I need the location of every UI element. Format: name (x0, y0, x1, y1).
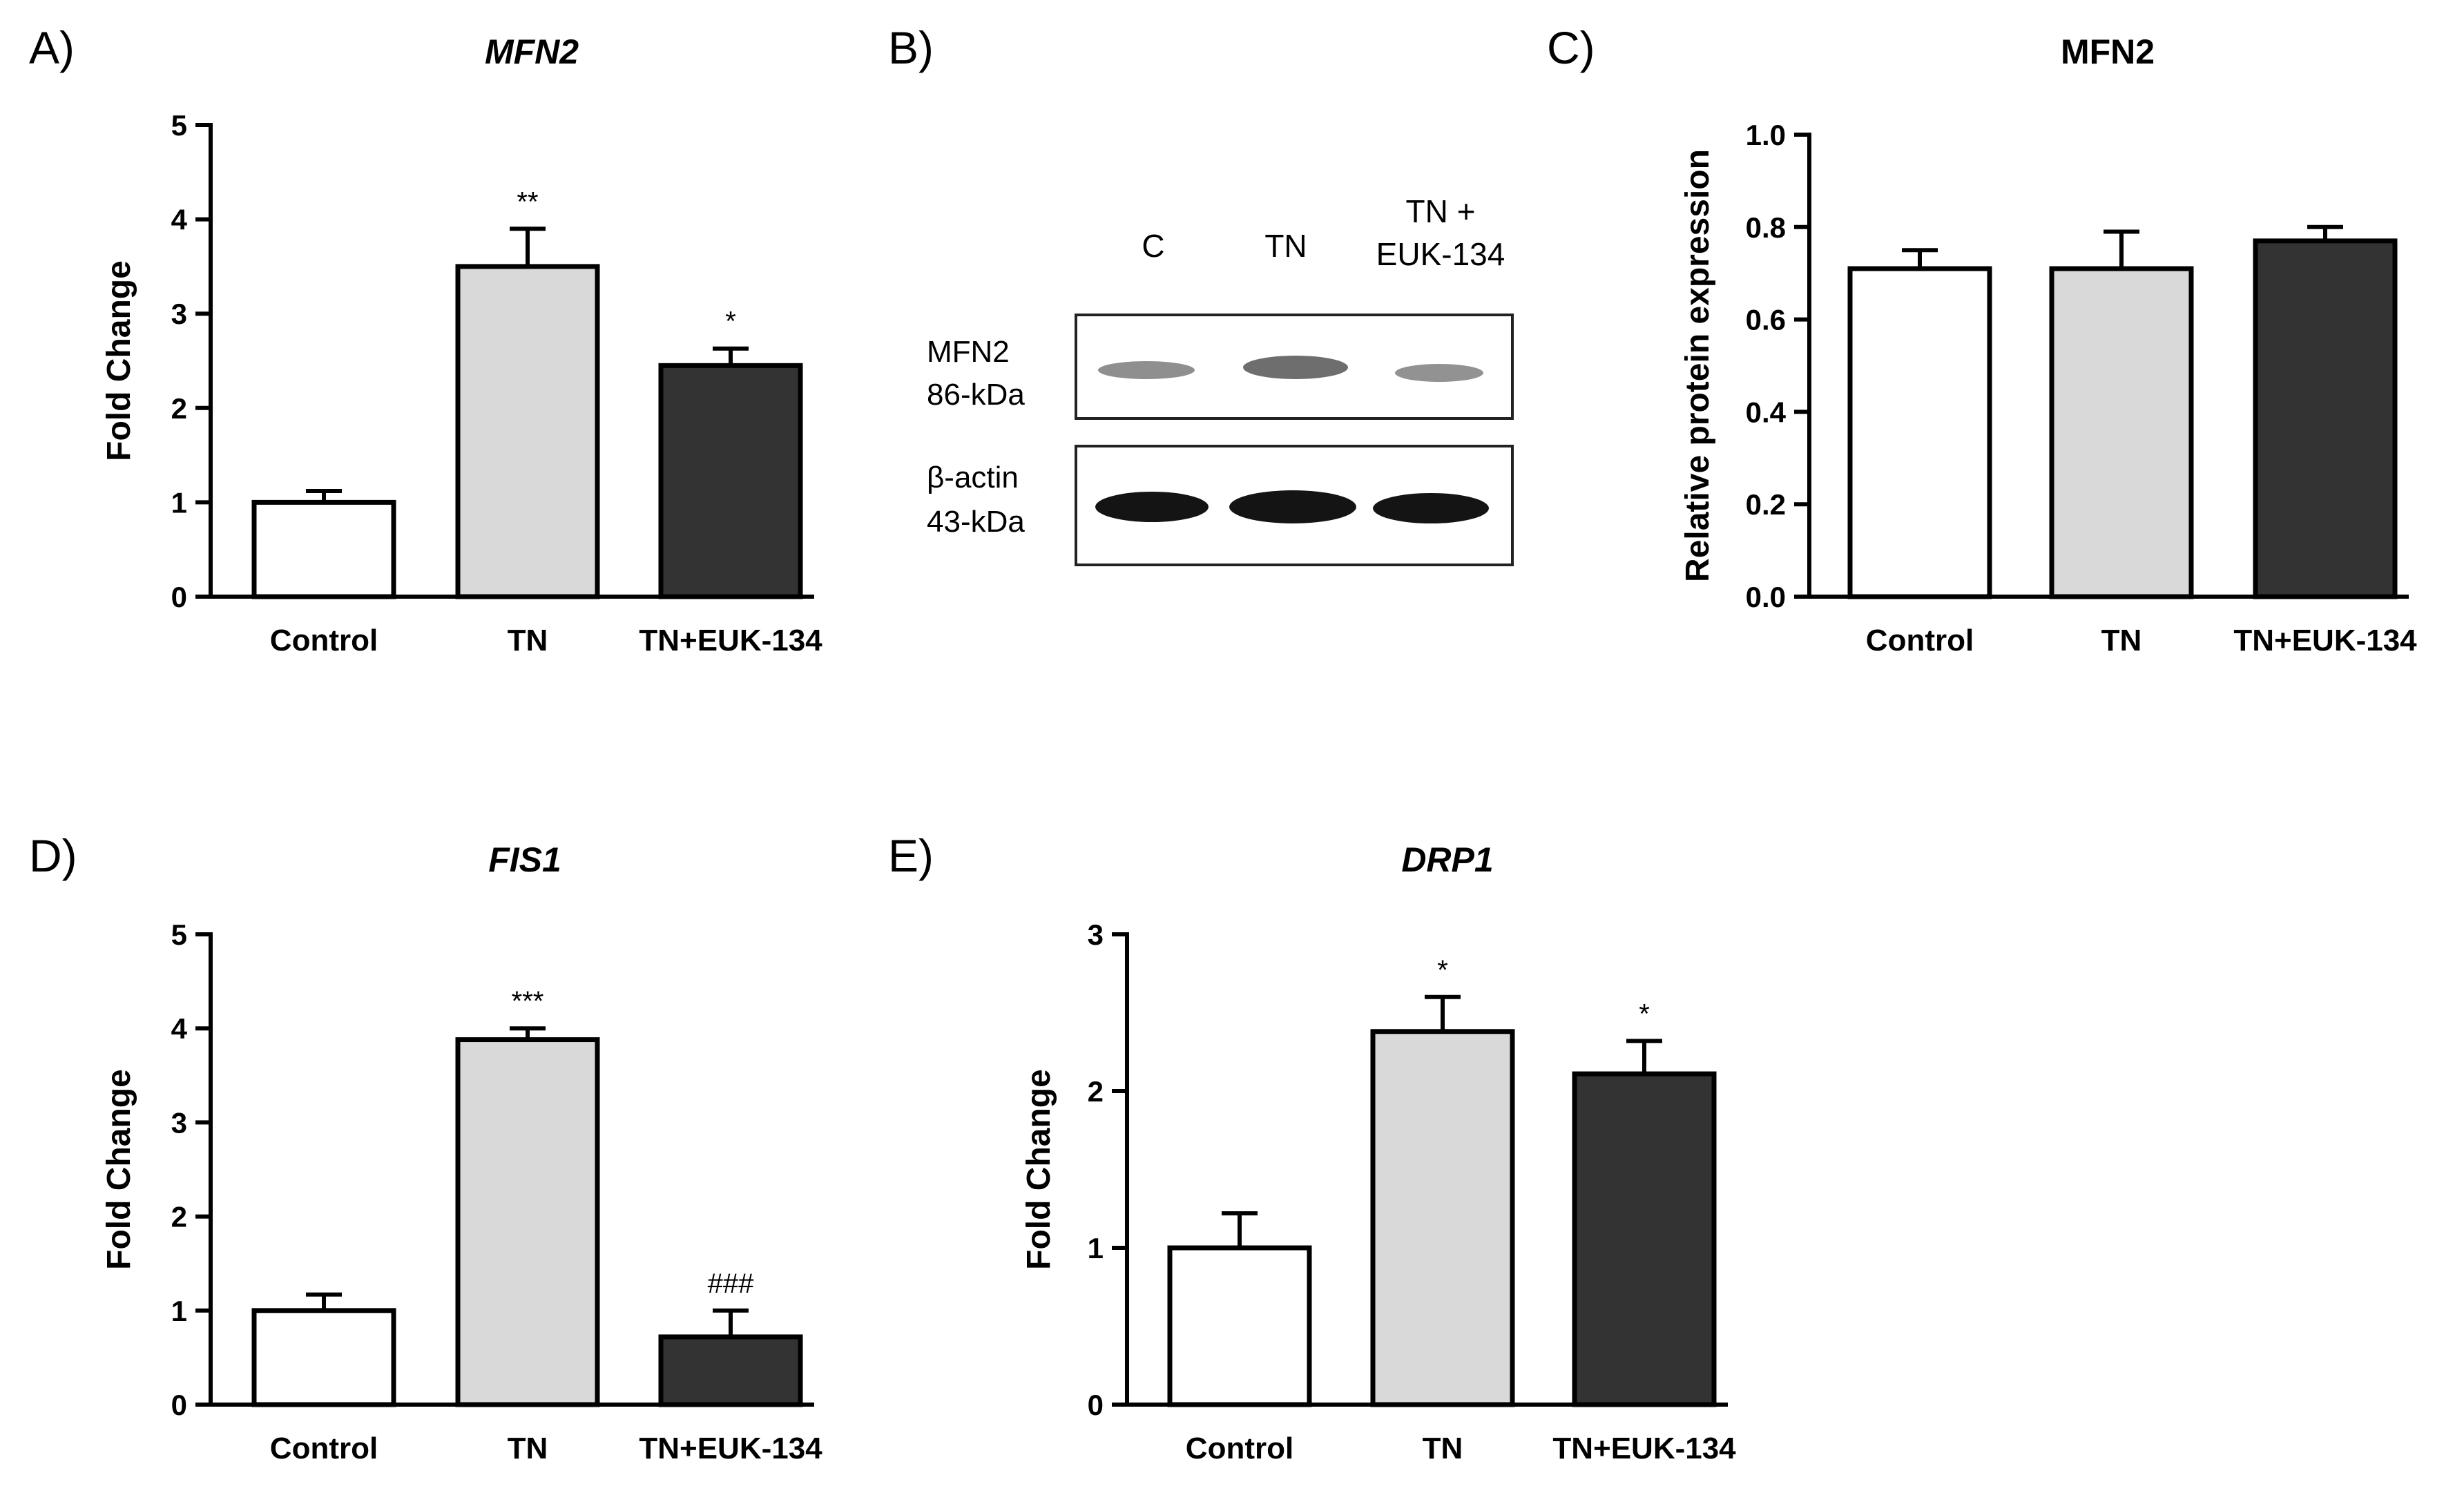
blot-band-mfn2-tn-euk (1395, 364, 1483, 382)
y-tick-label: 2 (171, 392, 187, 425)
blot-actin-label: β-actin (927, 461, 1019, 494)
bar-control (251, 499, 396, 599)
panel-letter-e: E) (888, 830, 934, 881)
y-tick-label: 0.6 (1746, 304, 1786, 336)
y-tick-label: 0.4 (1746, 396, 1787, 428)
bar-tn (1370, 1029, 1515, 1407)
blot-actin-kda: 43-kDa (927, 505, 1025, 539)
chart-mfn2-protein: MFN2 Relative protein expression 0.0 0.2 0.4… (1679, 32, 2417, 657)
y-tick-label: 3 (1088, 918, 1104, 951)
chart-title: FIS1 (488, 840, 561, 879)
significance-marker: ** (517, 186, 538, 217)
chart-mfn2-mrna: MFN2 Fold Change 0 1 2 3 4 5 Control ** TN * TN+EUK-… (101, 32, 822, 657)
y-axis-label: Fold Change (101, 1069, 137, 1270)
blot-band-actin-control (1095, 492, 1209, 522)
blot-band-mfn2-control (1098, 361, 1195, 379)
blot-lane-label-control: C (1142, 228, 1164, 264)
chart-title: DRP1 (1401, 840, 1493, 879)
y-tick-label: 5 (171, 918, 187, 951)
y-tick-label: 0 (171, 1389, 187, 1421)
bar-tn (455, 1037, 600, 1407)
y-tick-label: 3 (171, 1106, 187, 1139)
y-axis-label: Fold Change (101, 260, 137, 461)
x-category-label: TN+EUK-134 (639, 624, 822, 657)
x-category-label: TN (508, 1432, 548, 1465)
y-tick-label: 2 (171, 1201, 187, 1233)
panel-letter-b: B) (888, 22, 934, 73)
blot-lane-label-tn-euk-line1: TN + (1406, 193, 1476, 229)
y-tick-label: 3 (171, 298, 187, 330)
significance-marker: ### (708, 1269, 754, 1299)
blot-lane-label-tn: TN (1264, 228, 1307, 264)
significance-marker: * (1437, 955, 1448, 985)
blot-band-mfn2-tn (1243, 356, 1348, 379)
panel-letter-a: A) (29, 22, 75, 73)
chart-title: MFN2 (2061, 32, 2155, 71)
x-category-label: TN (508, 624, 548, 657)
y-tick-label: 4 (171, 1012, 188, 1045)
y-tick-label: 5 (171, 109, 187, 142)
y-tick-label: 0.0 (1746, 581, 1786, 613)
x-category-label: Control (1866, 624, 1974, 657)
significance-marker: *** (512, 986, 544, 1017)
y-tick-label: 1 (1088, 1232, 1104, 1264)
bar-tn (2049, 266, 2194, 599)
x-category-label: TN+EUK-134 (2233, 624, 2417, 657)
y-tick-label: 2 (1088, 1075, 1104, 1108)
bar-tn (455, 264, 600, 599)
x-category-label: TN (1423, 1432, 1463, 1465)
bar-tn-euk-134 (658, 363, 803, 599)
blot-lane-label-tn-euk-line2: EUK-134 (1376, 236, 1505, 272)
x-category-label: TN (2101, 624, 2142, 657)
y-tick-label: 0 (171, 581, 187, 613)
chart-fis1-mrna: FIS1 Fold Change 0 1 2 3 4 5 Control *** TN ### TN+E… (101, 840, 822, 1465)
chart-title: MFN2 (485, 32, 579, 71)
blot-band-actin-tn-euk (1373, 493, 1489, 523)
y-tick-label: 1 (171, 1295, 187, 1327)
western-blot: C TN TN + EUK-134 MFN2 86-kDa β-actin 43… (927, 193, 1514, 566)
panel-letter-c: C) (1547, 22, 1595, 73)
significance-marker: * (1639, 999, 1650, 1029)
y-tick-label: 1.0 (1746, 119, 1786, 151)
y-axis-label: Fold Change (1021, 1069, 1057, 1270)
bar-control (251, 1308, 396, 1407)
y-tick-label: 1 (171, 486, 187, 519)
chart-drp1-mrna: DRP1 Fold Change 0 1 2 3 Control * TN * TN+EUK-134 (1021, 840, 1736, 1465)
panel-letter-d: D) (29, 830, 77, 881)
y-tick-label: 0.2 (1746, 488, 1786, 521)
y-tick-label: 0.8 (1746, 211, 1786, 244)
x-category-label: TN+EUK-134 (639, 1432, 822, 1465)
x-category-label: TN+EUK-134 (1552, 1432, 1736, 1465)
bar-control (1167, 1245, 1312, 1407)
blot-mfn2-kda: 86-kDa (927, 378, 1025, 412)
blot-mfn2-label: MFN2 (927, 335, 1010, 369)
y-tick-label: 0 (1088, 1389, 1104, 1421)
bar-control (1847, 266, 1992, 599)
x-category-label: Control (270, 1432, 378, 1465)
x-category-label: Control (1186, 1432, 1293, 1465)
blot-band-actin-tn (1229, 490, 1356, 523)
bar-tn-euk-134 (658, 1334, 803, 1407)
significance-marker: * (725, 307, 736, 337)
bar-tn-euk-134 (1572, 1071, 1717, 1407)
bar-tn-euk-134 (2253, 238, 2398, 599)
x-category-label: Control (270, 624, 378, 657)
y-tick-label: 4 (171, 204, 188, 236)
y-axis-label: Relative protein expression (1679, 149, 1716, 582)
